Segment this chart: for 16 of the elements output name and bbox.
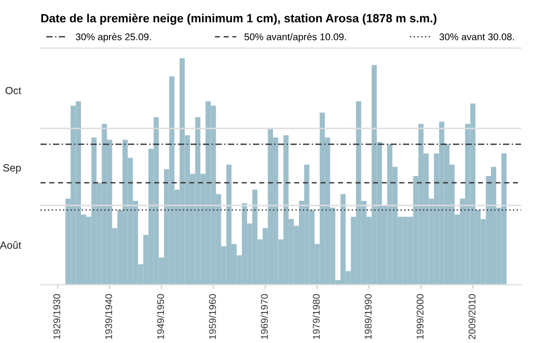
x-tick-label: 1999/2000 [416, 294, 424, 339]
x-tick-label: 1969/1970 [260, 294, 268, 339]
x-tick-label: 1939/1940 [104, 294, 112, 339]
legend-label: 30% après 25.09. [76, 33, 151, 42]
text: Oct [6, 86, 22, 94]
x-tick-label: 1959/1960 [208, 294, 216, 339]
x-tick-label: 1979/1980 [312, 294, 320, 339]
text: Sep [3, 164, 21, 174]
x-tick-label: 2009/2010 [468, 294, 476, 340]
text: Août [0, 241, 22, 249]
x-tick-label: 1949/1950 [156, 294, 164, 339]
legend-label: 50% avant/après 10.09. [244, 33, 346, 42]
legend-label: 30% avant 30.08. [439, 33, 514, 40]
x-tick-label: 1929/1930 [53, 294, 60, 339]
x-tick-label: 1989/1990 [364, 294, 372, 339]
chart-title: Date de la première neige (minimum 1 cm), station Arosa (1878 m s.m.) [41, 14, 436, 25]
